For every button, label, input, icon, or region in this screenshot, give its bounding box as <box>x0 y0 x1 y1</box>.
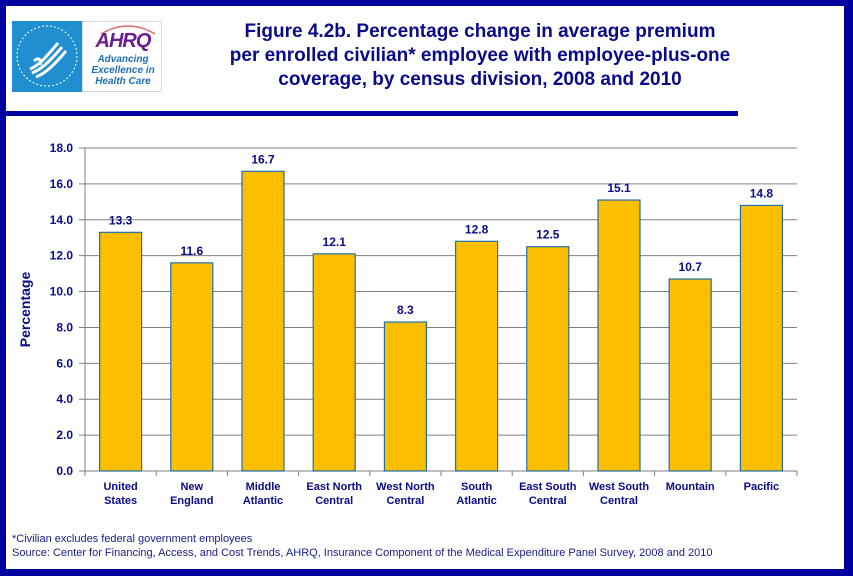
data-label: 12.8 <box>465 222 489 236</box>
y-tick-label: 0.0 <box>56 464 73 478</box>
x-tick-label: South <box>461 481 492 493</box>
footnote: *Civilian excludes federal government em… <box>12 533 253 545</box>
ahrq-tagline: Advancing Excellence in Health Care <box>83 54 163 87</box>
x-tick-label: Central <box>529 495 567 507</box>
x-tick-label: Middle <box>246 481 281 493</box>
x-tick-label: Atlantic <box>243 495 283 507</box>
x-tick-label: New <box>180 481 203 493</box>
title-divider <box>6 111 738 116</box>
y-tick-label: 12.0 <box>50 249 74 263</box>
chart-title-line: coverage, by census division, 2008 and 2… <box>278 69 682 90</box>
bar <box>312 253 356 472</box>
ahrq-wordmark: AHRQ <box>95 30 152 52</box>
x-tick-label: Central <box>315 495 353 507</box>
data-label: 13.3 <box>109 213 133 227</box>
y-tick-label: 2.0 <box>56 428 73 442</box>
y-tick-label: 10.0 <box>50 285 74 299</box>
y-tick-label: 18.0 <box>50 141 74 155</box>
x-tick-label: England <box>170 495 213 507</box>
bar <box>98 231 143 472</box>
y-tick-label: 14.0 <box>50 213 74 227</box>
ahrq-logo: AHRQ Advancing Excellence in Health Care <box>82 21 162 92</box>
data-label: 14.8 <box>750 186 774 200</box>
logo: AHRQ Advancing Excellence in Health Care <box>12 21 162 92</box>
bar <box>455 240 499 472</box>
y-tick-label: 8.0 <box>56 320 73 334</box>
x-tick-label: West South <box>589 481 650 493</box>
chart-title-line: per enrolled civilian* employee with emp… <box>229 45 731 66</box>
y-tick-label: 16.0 <box>50 177 74 191</box>
hhs-seal-icon <box>12 21 82 92</box>
bar <box>668 278 712 472</box>
x-tick-label: Pacific <box>744 481 779 493</box>
x-tick-label: Central <box>600 495 638 507</box>
y-tick-label: 4.0 <box>56 392 73 406</box>
x-tick-label: East South <box>519 481 577 493</box>
x-tick-label: Central <box>386 495 424 507</box>
bar <box>170 262 214 472</box>
ahrq-tagline-line: Health Care <box>95 76 151 87</box>
x-tick-label: West North <box>376 481 435 493</box>
data-label: 8.3 <box>397 303 414 317</box>
source-note: Source: Center for Financing, Access, an… <box>12 547 713 559</box>
x-tick-label: United <box>103 481 137 493</box>
chart-title: Figure 4.2b. Percentage change in averag… <box>200 20 760 92</box>
ahrq-tagline-line: Excellence in <box>91 65 155 76</box>
data-label: 12.5 <box>536 228 560 242</box>
data-label: 10.7 <box>679 260 703 274</box>
bar <box>526 246 570 472</box>
x-tick-label: States <box>104 495 137 507</box>
y-axis-title: Percentage <box>17 272 33 348</box>
ahrq-tagline-line: Advancing <box>97 54 149 65</box>
data-label: 12.1 <box>323 235 347 249</box>
chart-title-line: Figure 4.2b. Percentage change in averag… <box>244 21 716 42</box>
y-tick-label: 6.0 <box>56 356 73 370</box>
data-label: 11.6 <box>180 244 203 258</box>
x-tick-label: East North <box>306 481 362 493</box>
bar <box>383 321 427 472</box>
data-label: 15.1 <box>607 181 631 195</box>
bar <box>241 170 285 472</box>
bar <box>597 199 641 472</box>
x-tick-label: Atlantic <box>456 495 496 507</box>
x-tick-label: Mountain <box>666 481 715 493</box>
data-label: 16.7 <box>251 152 275 166</box>
bar <box>739 204 784 472</box>
